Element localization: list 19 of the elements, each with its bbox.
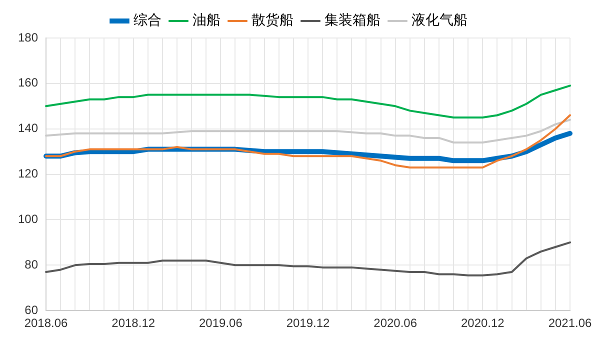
y-tick-label: 80 [24, 257, 38, 272]
legend-label: 集装箱船 [324, 12, 380, 29]
legend-label: 综合 [134, 12, 162, 29]
legend-label: 散货船 [252, 12, 294, 29]
y-tick-label: 60 [24, 302, 38, 317]
legend-label: 油船 [192, 12, 220, 29]
legend-label: 液化气船 [412, 12, 468, 29]
x-tick-label: 2018.12 [112, 316, 156, 330]
y-tick-label: 120 [18, 166, 38, 181]
x-tick-label: 2019.12 [286, 316, 330, 330]
y-tick-label: 160 [18, 76, 38, 90]
x-tick-label: 2021.06 [548, 316, 592, 330]
x-tick-label: 2020.12 [460, 316, 505, 330]
y-tick-label: 100 [18, 212, 38, 226]
y-tick-label: 180 [18, 30, 38, 44]
x-tick-label: 2019.06 [198, 316, 243, 330]
y-tick-label: 140 [18, 121, 38, 136]
x-tick-label: 2020.06 [374, 316, 418, 330]
x-tick-label: 2018.06 [24, 316, 68, 330]
